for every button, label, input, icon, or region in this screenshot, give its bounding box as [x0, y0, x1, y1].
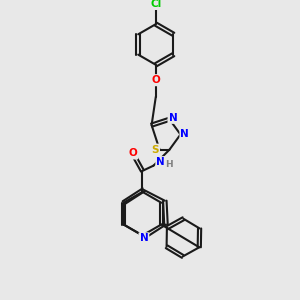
Text: N: N	[169, 113, 177, 123]
Text: H: H	[165, 160, 172, 169]
Text: S: S	[152, 145, 159, 155]
Text: N: N	[140, 233, 148, 243]
Text: Cl: Cl	[150, 0, 161, 9]
Text: N: N	[181, 130, 189, 140]
Text: N: N	[156, 157, 165, 167]
Text: O: O	[128, 148, 137, 158]
Text: O: O	[152, 75, 160, 85]
